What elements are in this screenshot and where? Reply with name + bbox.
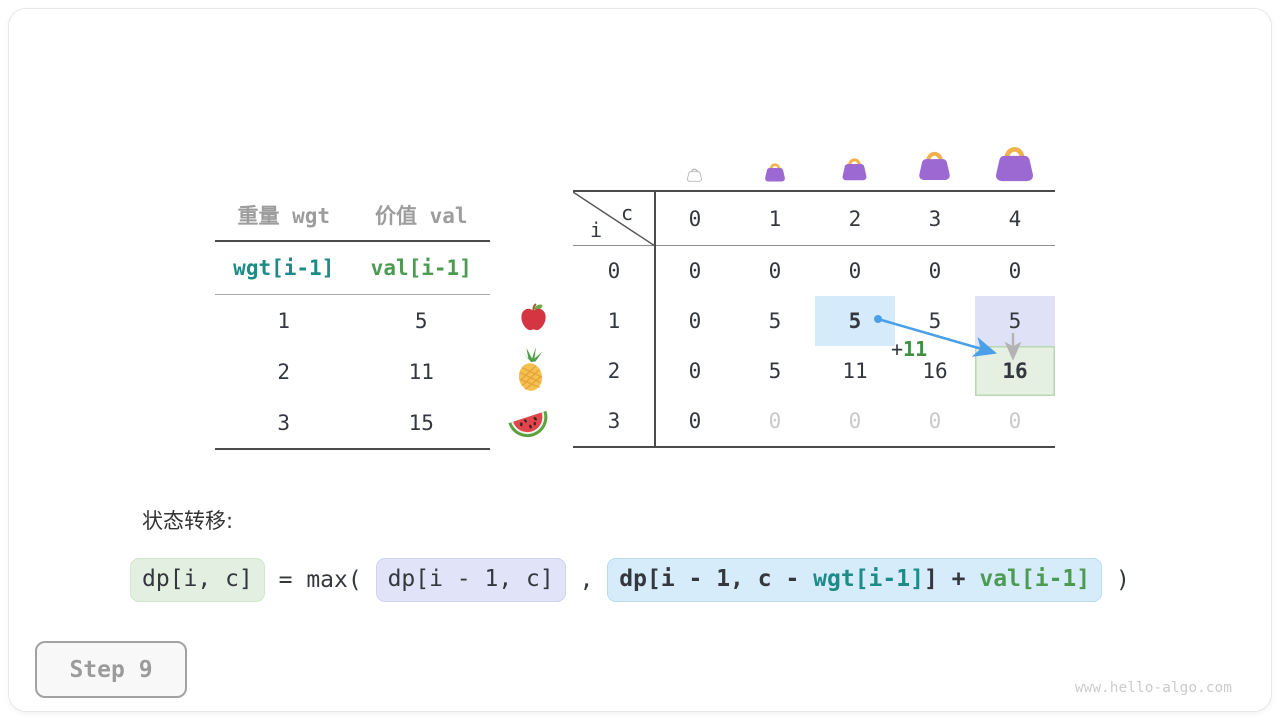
dp-row-header-0: 0 — [607, 259, 621, 283]
item-1-value: 5 — [414, 308, 428, 333]
weight-header: 重量 wgt — [237, 203, 331, 228]
dp-row-header-3: 3 — [607, 409, 621, 433]
dp-row-header-2: 2 — [607, 359, 621, 383]
bag-icon-capacity-4 — [992, 139, 1037, 186]
value-header: 价值 val — [374, 203, 468, 228]
formula-arg2-plus: + — [937, 566, 980, 592]
state-transition-label: 状态转移: — [142, 509, 234, 533]
dp-cell-1-4-inherit-highlight: 5 — [975, 296, 1055, 346]
items-table-header: 重量 wgt 价值 val — [215, 189, 490, 242]
capacity-axis-label: c — [621, 201, 634, 225]
dp-cell-0-2: 0 — [848, 259, 862, 283]
dp-col-header-4: 4 — [975, 192, 1055, 246]
dp-col-header-1: 1 — [735, 192, 815, 246]
dp-table: c i 0 1 2 3 4 0 0 0 0 0 0 1 0 5 5 5 5 2 … — [573, 190, 1055, 448]
item-3-value: 15 — [408, 410, 434, 435]
dp-cell-2-2: 11 — [842, 359, 868, 383]
state-transition-formula: dp[i, c] = max( dp[i - 1, c] , dp[i - 1,… — [130, 558, 1130, 602]
items-table-subheader: wgt[i-1] val[i-1] — [215, 242, 490, 295]
item-2-value: 11 — [408, 359, 434, 384]
dp-cell-0-3: 0 — [928, 259, 942, 283]
dp-col-header-0: 0 — [655, 192, 735, 246]
dp-cell-3-0: 0 — [688, 409, 702, 433]
formula-arg2-bracket: ] — [923, 566, 938, 592]
dp-cell-3-3: 0 — [928, 409, 942, 433]
dp-col-header-2: 2 — [815, 192, 895, 246]
bag-icon-capacity-1 — [763, 159, 787, 186]
bag-icon-capacity-2 — [840, 153, 869, 185]
plus-sign: + — [891, 337, 904, 361]
item-axis-label: i — [590, 218, 603, 242]
formula-arg1-chip: dp[i - 1, c] — [375, 558, 566, 602]
watermark: www.hello-algo.com — [1074, 680, 1232, 696]
dp-table-vertical-divider — [654, 192, 656, 446]
item-3-weight: 3 — [277, 410, 291, 435]
formula-comma: , — [565, 566, 608, 593]
added-value: 11 — [903, 337, 928, 361]
item-row-1: 1 5 — [215, 295, 490, 346]
bag-icon-capacity-3 — [916, 145, 953, 185]
item-row-2: 2 11 — [215, 346, 490, 397]
dp-cell-1-0: 0 — [688, 309, 702, 333]
dp-cell-0-0: 0 — [688, 259, 702, 283]
dp-cell-2-4-target-highlight: 16 — [975, 346, 1055, 396]
dp-cell-0-4: 0 — [1008, 259, 1022, 283]
pineapple-icon — [511, 346, 552, 396]
item-2-weight: 2 — [277, 359, 291, 384]
add-value-annotation: +11 — [891, 337, 927, 361]
item-1-weight: 1 — [277, 308, 291, 333]
dp-cell-2-0: 0 — [688, 359, 702, 383]
dp-col-header-3: 3 — [895, 192, 975, 246]
watermelon-icon — [505, 400, 552, 444]
dp-cell-3-2: 0 — [848, 409, 862, 433]
dp-cell-3-1: 0 — [768, 409, 782, 433]
wgt-expression: wgt[i-1] — [233, 256, 335, 280]
dp-cell-0-1: 0 — [768, 259, 782, 283]
formula-arg2-prefix: dp[i - 1, c - — [619, 566, 814, 592]
items-table: 重量 wgt 价值 val wgt[i-1] val[i-1] 1 5 2 11… — [215, 189, 490, 450]
formula-close-paren: ) — [1102, 566, 1130, 593]
dp-cell-2-1: 5 — [768, 359, 782, 383]
formula-arg2-chip: dp[i - 1, c - wgt[i-1]] + val[i-1] — [607, 558, 1103, 602]
item-row-3: 3 15 — [215, 397, 490, 448]
empty-bag-icon — [686, 165, 703, 186]
dp-corner-cell: c i — [573, 192, 655, 246]
corner-diagonal-line — [573, 192, 655, 246]
formula-arg2-val: val[i-1] — [979, 566, 1091, 592]
apple-icon — [518, 302, 549, 337]
dp-cell-2-3: 16 — [922, 359, 948, 383]
dp-cell-3-4: 0 — [1008, 409, 1022, 433]
val-expression: val[i-1] — [370, 256, 472, 280]
step-badge: Step 9 — [35, 641, 187, 698]
formula-lhs-chip: dp[i, c] — [130, 558, 265, 602]
formula-arg2-wgt: wgt[i-1] — [813, 566, 924, 592]
dp-row-header-1: 1 — [607, 309, 621, 333]
formula-eq-max: = max( — [264, 566, 376, 593]
dp-cell-1-1: 5 — [768, 309, 782, 333]
dp-cell-1-2-source-highlight: 5 — [815, 296, 895, 346]
